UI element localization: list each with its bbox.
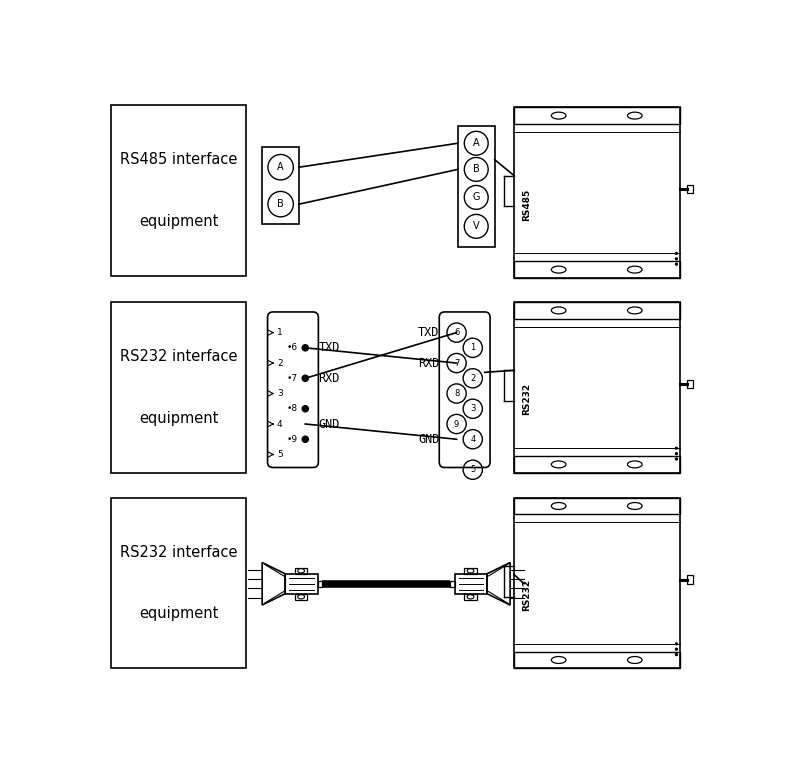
Text: RS232: RS232: [522, 579, 530, 611]
Text: RS485 interface: RS485 interface: [120, 152, 238, 167]
Text: 2: 2: [277, 359, 282, 368]
Text: RS485: RS485: [522, 189, 530, 221]
Text: 3: 3: [277, 389, 282, 398]
Text: 9: 9: [454, 419, 459, 428]
Text: G: G: [473, 193, 480, 202]
Text: 8: 8: [454, 389, 459, 398]
Text: A: A: [473, 138, 479, 149]
Text: •6: •6: [286, 343, 298, 352]
Circle shape: [675, 258, 678, 260]
Text: RS232 interface: RS232 interface: [120, 545, 238, 559]
Circle shape: [675, 458, 678, 460]
Circle shape: [675, 263, 678, 265]
Text: A: A: [278, 162, 284, 172]
Circle shape: [675, 447, 678, 449]
Text: 4: 4: [277, 419, 282, 428]
Text: 5: 5: [470, 465, 475, 475]
Circle shape: [675, 648, 678, 650]
Circle shape: [302, 406, 308, 412]
Text: TXD: TXD: [318, 341, 340, 354]
Circle shape: [302, 375, 308, 381]
Text: RS232: RS232: [522, 384, 530, 415]
Circle shape: [302, 345, 308, 351]
Text: •9: •9: [286, 435, 298, 443]
Circle shape: [675, 643, 678, 645]
Text: RXD: RXD: [418, 356, 439, 370]
Text: B: B: [278, 199, 284, 209]
Text: equipment: equipment: [139, 411, 218, 426]
Text: 4: 4: [470, 435, 475, 443]
Text: TXD: TXD: [418, 326, 439, 339]
Text: 1: 1: [277, 328, 282, 337]
Text: •8: •8: [286, 404, 298, 413]
Text: equipment: equipment: [139, 606, 218, 622]
Text: 1: 1: [470, 343, 475, 352]
Text: 6: 6: [454, 328, 459, 337]
Text: V: V: [473, 221, 479, 231]
Circle shape: [302, 436, 308, 443]
Text: RXD: RXD: [318, 371, 340, 385]
Text: 7: 7: [454, 359, 459, 368]
Circle shape: [675, 453, 678, 455]
Text: RS232 interface: RS232 interface: [120, 349, 238, 364]
Text: 5: 5: [277, 450, 282, 459]
Text: GND: GND: [318, 418, 340, 431]
Text: equipment: equipment: [139, 214, 218, 229]
Text: •7: •7: [286, 374, 298, 383]
Text: GND: GND: [418, 433, 439, 446]
Text: B: B: [473, 164, 479, 174]
Text: 2: 2: [470, 374, 475, 383]
Circle shape: [675, 653, 678, 656]
Circle shape: [675, 252, 678, 255]
Text: 3: 3: [470, 404, 475, 413]
